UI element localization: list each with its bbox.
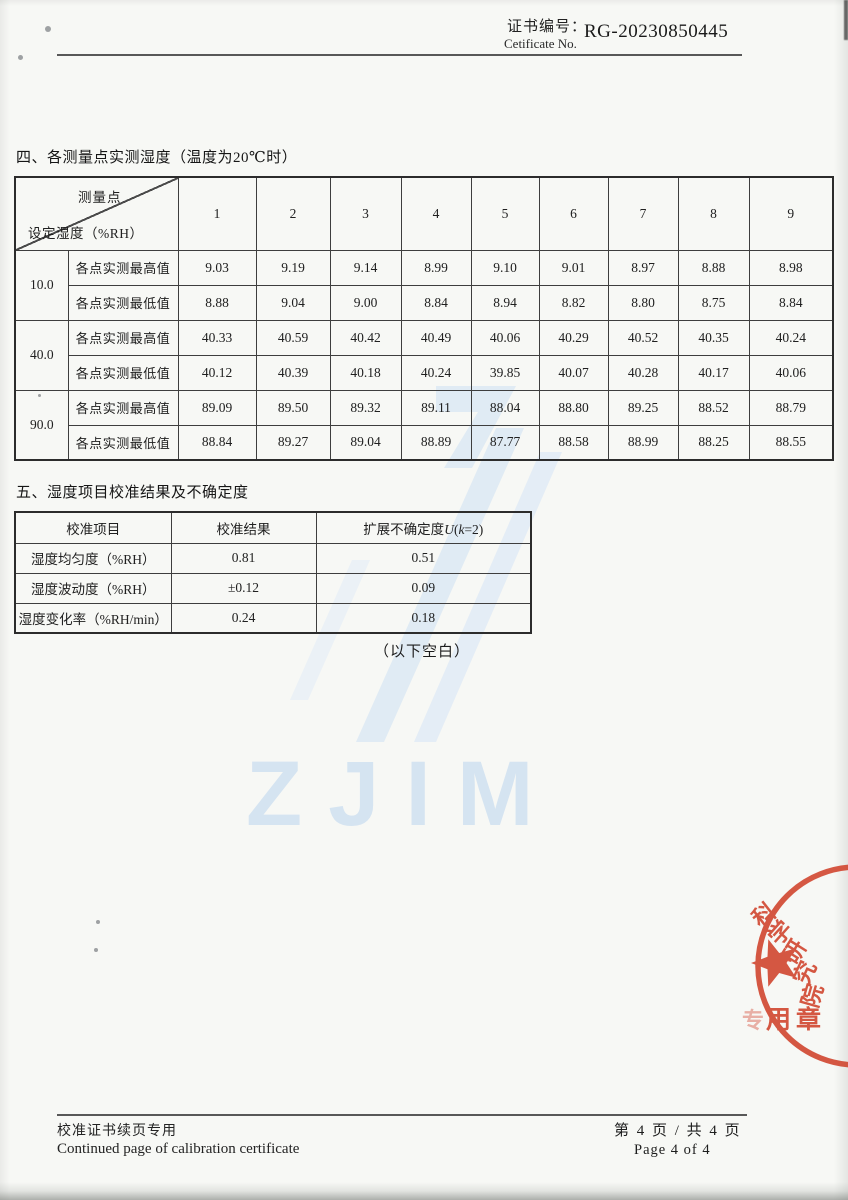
measured-value-cell: 89.32 [329,389,402,426]
table-header-row: 校准项目 校准结果 扩展不确定度U(k=2) [14,511,532,544]
measured-value-cell: 89.50 [255,389,331,426]
table-row: 各点实测最低值 40.12 40.39 40.18 40.24 39.85 40… [15,354,834,391]
point-header: 3 [329,176,402,251]
measured-value-cell: 40.28 [607,354,679,391]
setpoint-cell: 10.0 [14,249,69,321]
section4-title: 四、各测量点实测湿度（温度为20℃时） [16,150,298,166]
uncertainty-header: 扩展不确定度U(k=2) [315,511,532,544]
measured-value-cell: 9.03 [177,249,257,286]
seal-star-icon [751,939,797,987]
table-row: 各点实测最低值 8.88 9.04 9.00 8.84 8.94 8.82 8.… [15,284,834,321]
point-header: 9 [748,176,834,251]
measured-value-cell: 89.09 [177,389,257,426]
uncertainty-cell: 0.09 [315,572,532,604]
corner-label-setpoint: 设定湿度（%RH） [28,225,144,241]
measured-value-cell: 8.84 [748,284,834,321]
certificate-no-label-en: Cetificate No. [504,36,577,51]
measured-value-cell: 8.75 [677,284,750,321]
measured-value-cell: 8.84 [400,284,472,321]
seal-partial-char: 专 [742,1008,764,1033]
measured-value-cell: 40.52 [607,319,679,356]
calibration-item-cell: 湿度波动度（%RH） [14,572,172,604]
dust-speck [94,948,98,952]
blank-below-note: （以下空白） [374,644,471,660]
scan-edge-mark [844,0,848,40]
calibration-item-cell: 湿度变化率（%RH/min） [14,602,172,634]
table-row: 湿度波动度（%RH） ±0.12 0.09 [14,572,532,604]
measured-value-cell: 40.06 [470,319,540,356]
page-number-cn: 第 4 页 / 共 4 页 [614,1123,742,1139]
point-header: 7 [607,176,679,251]
table-row: 40.0 各点实测最高值 40.33 40.59 40.42 40.49 40.… [14,319,834,391]
measured-value-cell: 40.17 [677,354,750,391]
measured-value-cell: 9.14 [329,249,402,286]
row-label-max: 各点实测最高值 [67,319,179,356]
footer-label-cn: 校准证书续页专用 [57,1124,177,1139]
footer-label-en: Continued page of calibration certificat… [57,1141,300,1157]
measured-value-cell: 40.49 [400,319,472,356]
corner-label-points: 测量点 [78,190,122,205]
measured-value-cell: 40.35 [677,319,750,356]
measured-value-cell: 40.29 [538,319,609,356]
seal-ring [755,864,848,1068]
calibration-item-cell: 湿度均匀度（%RH） [14,542,172,574]
measured-value-cell: 40.24 [400,354,472,391]
calibration-result-header: 校准结果 [170,511,317,544]
measured-value-cell: 89.25 [607,389,679,426]
dust-speck [18,55,23,60]
table-row: 90.0 各点实测最高值 89.09 89.50 89.32 89.11 88.… [14,389,834,461]
measured-value-cell: 8.80 [607,284,679,321]
measured-value-cell: 40.06 [748,354,834,391]
measured-value-cell: 40.33 [177,319,257,356]
calibration-item-header: 校准项目 [14,511,172,544]
measured-value-cell: 88.58 [538,424,609,461]
table-row: 湿度变化率（%RH/min） 0.24 0.18 [14,602,532,634]
zjim-watermark-text: ZJIM [246,743,560,845]
measured-value-cell: 88.52 [677,389,750,426]
measured-value-cell: 8.99 [400,249,472,286]
measured-value-cell: 40.07 [538,354,609,391]
measured-value-cell: 88.55 [748,424,834,461]
uncertainty-cell: 0.18 [315,602,532,634]
measured-value-cell: 88.99 [607,424,679,461]
point-header: 2 [255,176,331,251]
certificate-number: RG-20230850445 [584,21,729,42]
table-header-row: 测量点 设定湿度（%RH） 1 2 3 4 5 6 7 8 9 [14,176,834,251]
seal-bottom-text: 用章 [766,1005,826,1034]
measured-value-cell: 9.01 [538,249,609,286]
section5-title: 五、湿度项目校准结果及不确定度 [16,485,249,501]
measured-value-cell: 9.19 [255,249,331,286]
measured-value-cell: 40.18 [329,354,402,391]
footer-rule [57,1114,747,1116]
measured-value-cell: 88.79 [748,389,834,426]
dust-speck [45,26,51,32]
row-label-min: 各点实测最低值 [67,284,179,321]
dust-speck [96,920,100,924]
measured-value-cell: 88.25 [677,424,750,461]
measured-value-cell: 40.42 [329,319,402,356]
page-number-en: Page 4 of 4 [634,1142,711,1158]
humidity-measurement-table: 测量点 设定湿度（%RH） 1 2 3 4 5 6 7 8 9 10.0 各点实… [14,176,834,461]
row-label-max: 各点实测最高值 [67,249,179,286]
point-header: 1 [177,176,257,251]
header-rule [57,54,742,56]
measured-value-cell: 40.24 [748,319,834,356]
measured-value-cell: 9.10 [470,249,540,286]
setpoint-cell: 90.0 [14,389,69,461]
measured-value-cell: 88.89 [400,424,472,461]
calibration-result-table: 校准项目 校准结果 扩展不确定度U(k=2) 湿度均匀度（%RH） 0.81 0… [14,511,532,634]
measured-value-cell: 88.80 [538,389,609,426]
certificate-no-label-cn: 证书编号： [507,19,588,35]
measured-value-cell: 88.04 [470,389,540,426]
table-row: 各点实测最低值 88.84 89.27 89.04 88.89 87.77 88… [15,424,834,461]
diagonal-corner-cell: 测量点 设定湿度（%RH） [14,176,179,251]
calibration-result-cell: 0.24 [170,602,317,634]
